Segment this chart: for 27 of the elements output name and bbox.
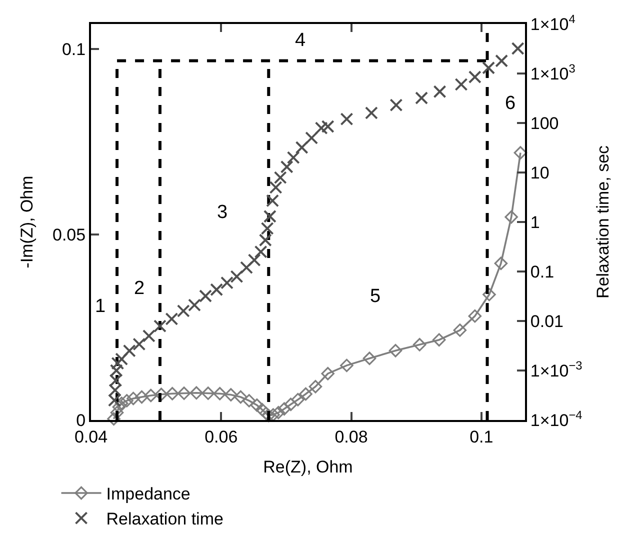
annotation: 3 <box>217 202 228 223</box>
x-tick-label: 0.1 <box>470 427 494 446</box>
y-axis-title: -Im(Z), Ohm <box>18 176 37 268</box>
x-axis-title: Re(Z), Ohm <box>263 457 353 476</box>
y2-tick-label: 100 <box>530 114 559 133</box>
y2-tick-label: 1×10$^{−4}$ <box>530 408 583 430</box>
y-tick-label: 0.1 <box>62 40 86 59</box>
y-tick-label: 0.05 <box>52 225 86 244</box>
legend-label: Relaxation time <box>106 510 224 529</box>
annotation: 2 <box>134 278 145 299</box>
y2-tick-label: 0.1 <box>530 262 554 282</box>
y2-tick-label: 1×10$^{−3}$ <box>530 358 583 380</box>
annotation: 5 <box>370 286 381 307</box>
y-tick-label: 0 <box>76 410 86 430</box>
y2-tick-label: 1×10$^{3}$ <box>530 61 576 84</box>
y2-tick-label: 0.01 <box>530 312 564 331</box>
x-tick-label: 0.08 <box>334 427 368 446</box>
y2-tick-label: 1×10$^{4}$ <box>530 12 576 34</box>
annotation: 1 <box>95 296 106 317</box>
y2-tick-label: 10 <box>530 163 550 182</box>
annotation: 4 <box>295 30 306 51</box>
legend-label: Impedance <box>106 484 190 504</box>
annotation: 6 <box>505 93 516 114</box>
x-tick-label: 0.06 <box>204 427 238 446</box>
y2-axis-title: Relaxation time, sec <box>594 144 613 299</box>
x-tick-label: 0.04 <box>74 427 108 446</box>
y2-tick-label: 1 <box>530 212 540 232</box>
